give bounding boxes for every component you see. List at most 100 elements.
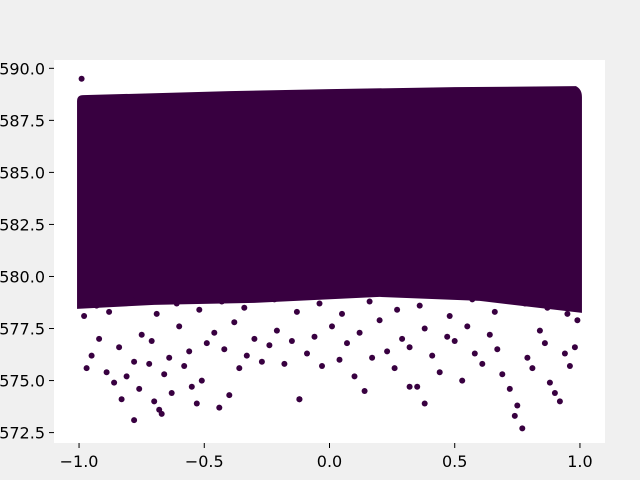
scatter-point <box>521 300 528 307</box>
scatter-point <box>153 310 160 317</box>
scatter-point <box>293 308 300 315</box>
scatter-point <box>236 365 243 372</box>
scatter-point <box>336 356 343 363</box>
scatter-point <box>161 371 168 378</box>
scatter-point <box>203 340 210 347</box>
scatter-point <box>106 308 113 315</box>
scatter-point <box>136 385 143 392</box>
scatter-point <box>181 363 188 369</box>
scatter-point <box>361 388 368 394</box>
scatter-point <box>188 383 195 390</box>
scatter-point <box>226 392 233 399</box>
x-tick-label: 0.0 <box>317 452 342 471</box>
scatter-point <box>451 338 458 344</box>
scatter-point <box>319 363 325 369</box>
scatter-points <box>77 75 582 432</box>
scatter-point <box>366 298 373 305</box>
scatter-point <box>546 379 553 386</box>
scatter-point <box>471 350 478 357</box>
scatter-point <box>469 296 476 303</box>
scatter-point <box>78 75 85 82</box>
x-tick-label: 0.5 <box>442 452 467 471</box>
y-tick-label: 572.5 <box>0 424 45 443</box>
y-tick-label: 575.0 <box>0 372 45 391</box>
scatter-point <box>544 304 551 311</box>
scatter-point <box>148 338 155 344</box>
scatter-point <box>258 358 265 365</box>
scatter-point <box>93 302 100 309</box>
scatter-point <box>406 383 413 390</box>
scatter-point <box>494 346 501 353</box>
scatter-point <box>564 310 571 317</box>
scatter-point <box>266 342 273 349</box>
scatter-point <box>81 313 88 319</box>
scatter-point <box>216 404 223 411</box>
scatter-point <box>128 296 135 303</box>
scatter-point <box>281 360 288 367</box>
scatter-point <box>344 340 350 347</box>
scatter-point <box>519 425 526 432</box>
scatter-point <box>414 383 421 390</box>
scatter-point <box>499 371 506 378</box>
scatter-point <box>241 304 248 311</box>
scatter-point <box>571 344 578 351</box>
x-tick-label: −1.0 <box>60 452 99 471</box>
scatter-point <box>506 385 513 392</box>
scatter-point <box>111 379 118 386</box>
scatter-point <box>166 354 173 361</box>
scatter-point <box>103 369 110 376</box>
scatter-point <box>146 360 153 367</box>
scatter-point <box>221 346 228 353</box>
scatter-point <box>369 354 376 361</box>
scatter-point <box>243 352 250 359</box>
scatter-point <box>211 329 218 336</box>
scatter-point <box>491 308 498 315</box>
scatter-point <box>464 323 471 330</box>
scatter-point <box>96 335 103 342</box>
scatter-point <box>556 398 563 405</box>
scatter-point <box>131 417 138 424</box>
scatter-point <box>511 412 518 419</box>
scatter-point <box>429 352 436 359</box>
scatter-point <box>218 298 225 305</box>
scatter-point <box>384 348 391 355</box>
scatter-point <box>444 333 451 340</box>
scatter-point <box>436 369 443 376</box>
scatter-point <box>158 410 165 417</box>
scatter-point <box>251 335 258 342</box>
y-tick-label: 590.0 <box>0 59 45 78</box>
scatter-point <box>186 348 193 355</box>
scatter-point <box>273 327 280 334</box>
y-tick-label: 577.5 <box>0 320 45 339</box>
scatter-point <box>351 373 358 380</box>
scatter-point <box>566 363 573 369</box>
scatter-point <box>296 396 303 403</box>
scatter-point <box>529 365 536 372</box>
scatter-point <box>446 313 453 319</box>
scatter-point <box>399 335 406 342</box>
y-tick-label: 582.5 <box>0 215 45 234</box>
scatter-point <box>339 310 345 317</box>
scatter-point <box>394 306 401 313</box>
scatter-point <box>376 317 383 324</box>
scatter-point <box>541 340 548 347</box>
scatter-point <box>416 302 423 309</box>
scatter-point <box>304 350 310 357</box>
scatter-point <box>196 306 203 313</box>
y-tick-label: 587.5 <box>0 111 45 130</box>
scatter-point <box>486 331 493 338</box>
scatter-point <box>118 396 125 403</box>
scatter-point <box>311 333 318 340</box>
scatter-point <box>524 354 531 361</box>
scatter-point <box>88 352 95 359</box>
scatter-point <box>459 377 466 384</box>
scatter-point <box>514 402 521 409</box>
scatter-point <box>198 377 205 384</box>
scatter-point <box>316 300 323 307</box>
scatter-point <box>391 365 398 372</box>
scatter-point <box>479 360 486 367</box>
scatter-point <box>83 365 90 372</box>
scatter-point <box>421 400 428 407</box>
dense-point-cloud <box>77 86 582 313</box>
